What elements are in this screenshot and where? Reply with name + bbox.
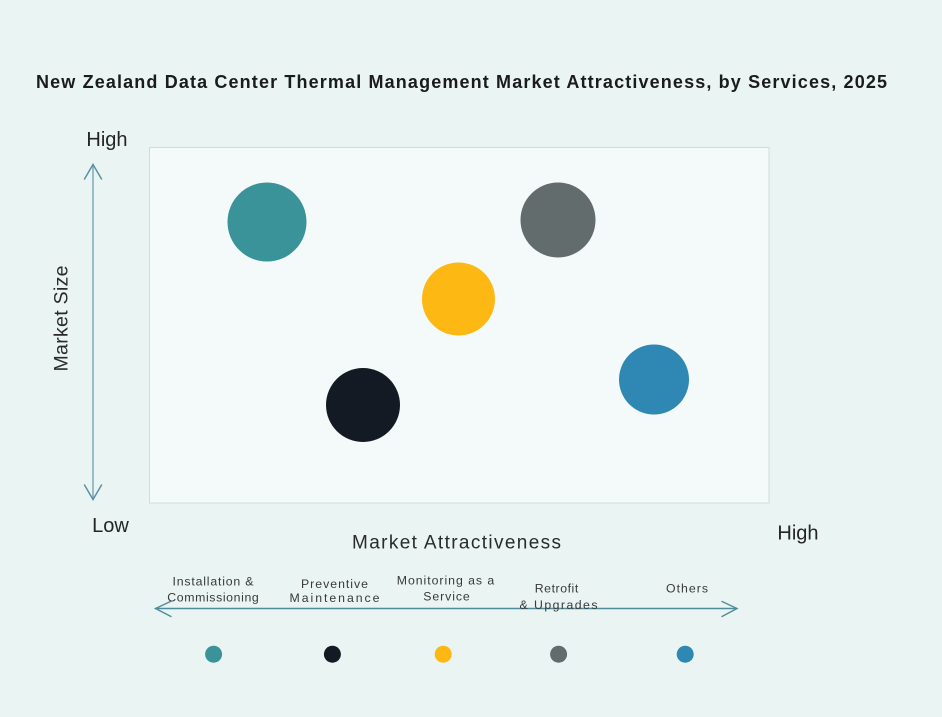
svg-text:Market Attractiveness: Market Attractiveness [352,533,561,554]
svg-text:Preventive: Preventive [301,577,368,591]
svg-text:Low: Low [92,515,129,537]
svg-text:Maintenance: Maintenance [290,591,380,605]
svg-text:Installation &: Installation & [173,575,255,589]
svg-text:& Upgrades: & Upgrades [520,598,598,612]
svg-text:Monitoring as a: Monitoring as a [397,574,495,588]
svg-text:High: High [777,523,818,545]
svg-text:Commissioning: Commissioning [167,591,259,605]
svg-text:Service: Service [423,590,470,604]
svg-text:New Zealand Data Center Therma: New Zealand Data Center Thermal Manageme… [36,72,887,92]
svg-text:High: High [86,129,127,151]
svg-text:Retrofit: Retrofit [535,582,579,596]
svg-text:Others: Others [666,582,708,596]
svg-text:Market Size: Market Size [51,266,73,372]
